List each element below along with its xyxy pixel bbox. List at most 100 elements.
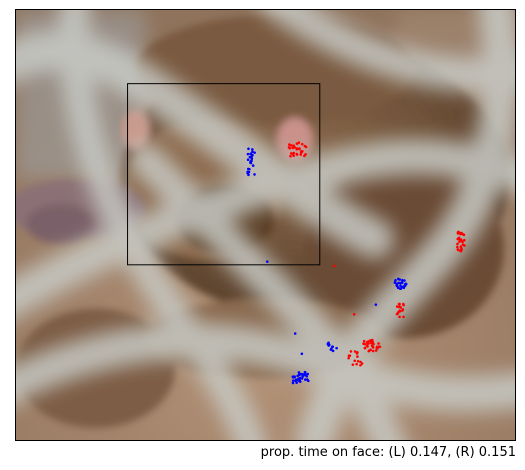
right-eye-gaze-point [395,305,399,308]
right-eye-gaze-point [365,344,369,348]
right-eye-gaze-point [371,346,375,349]
left-eye-gaze-point [300,377,304,380]
left-eye-gaze-point [246,167,250,171]
left-eye-gaze-point [253,173,256,176]
left-eye-gaze-point [247,170,251,174]
right-eye-gaze-point [456,248,460,252]
left-eye-gaze-point [295,378,298,382]
left-eye-gaze-point [374,303,378,306]
right-eye-gaze-point [295,147,299,150]
monkey-photo [16,10,515,440]
left-eye-gaze-point [304,378,307,381]
right-eye-gaze-point [353,350,357,353]
left-eye-gaze-point [396,286,400,290]
right-eye-gaze-point [291,146,295,150]
right-eye-gaze-point [351,363,355,366]
left-eye-gaze-point [293,332,297,335]
right-eye-gaze-point [356,359,360,363]
right-eye-gaze-point [303,144,307,148]
left-eye-gaze-point [306,378,309,381]
right-eye-gaze-point [371,349,375,353]
right-eye-gaze-point [457,236,461,240]
right-eye-gaze-point [360,362,364,365]
left-eye-gaze-point [301,373,305,376]
right-eye-gaze-point [347,356,350,360]
photo-frame [15,9,516,441]
left-eye-gaze-point [248,155,252,159]
right-eye-gaze-point [287,146,291,149]
gaze-points-layer [246,141,466,385]
left-eye-gaze-point [331,345,334,348]
left-eye-gaze-point [251,164,255,167]
right-eye-gaze-point [359,360,362,364]
left-eye-gaze-point [249,152,253,156]
right-eye-gaze-point [300,150,303,154]
left-eye-gaze-point [291,381,295,385]
right-eye-gaze-point [289,154,292,158]
left-eye-gaze-point [246,158,250,161]
left-eye-gaze-point [327,344,331,347]
figure-caption: prop. time on face: (L) 0.147, (R) 0.151 [260,445,516,460]
left-eye-gaze-point [251,150,254,154]
left-eye-gaze-point [393,281,397,284]
right-eye-gaze-point [367,349,371,353]
left-eye-gaze-point [295,381,298,384]
left-eye-gaze-point [305,375,309,378]
left-eye-gaze-point [401,279,404,282]
left-eye-gaze-point [253,151,256,154]
right-eye-gaze-point [333,264,336,268]
right-eye-gaze-point [463,238,466,242]
right-eye-gaze-point [456,245,459,249]
left-eye-gaze-point [297,371,301,374]
right-eye-gaze-point [356,355,359,358]
right-eye-gaze-point [370,339,373,342]
right-eye-gaze-point [459,245,463,248]
right-eye-gaze-point [362,339,366,343]
right-eye-gaze-point [352,312,356,316]
right-eye-gaze-point [299,153,303,156]
right-eye-gaze-point [295,153,299,156]
right-eye-gaze-point [398,315,401,319]
right-eye-gaze-point [378,345,382,349]
right-eye-gaze-point [359,363,362,367]
right-eye-gaze-point [456,232,460,235]
right-eye-gaze-point [401,308,405,311]
left-eye-gaze-point [246,152,250,156]
right-eye-gaze-point [304,153,307,156]
left-eye-gaze-point [303,371,307,374]
left-eye-gaze-point [250,157,254,160]
right-eye-gaze-point [355,362,358,366]
left-eye-gaze-point [249,161,252,164]
left-eye-gaze-point [251,148,254,151]
right-eye-gaze-point [397,305,401,309]
left-eye-gaze-point [296,374,299,378]
right-eye-gaze-point [347,354,351,357]
left-eye-gaze-point [331,349,335,353]
left-eye-gaze-point [300,352,304,356]
left-eye-gaze-point [265,260,269,263]
left-eye-gaze-point [396,277,400,281]
right-eye-gaze-point [377,342,380,345]
right-eye-gaze-point [398,302,401,306]
left-eye-gaze-point [403,283,407,286]
right-eye-gaze-point [297,141,301,144]
right-eye-gaze-point [396,311,400,314]
right-eye-gaze-point [402,315,405,319]
right-eye-gaze-point [288,143,291,146]
right-eye-gaze-point [298,147,301,151]
left-eye-gaze-point [330,347,333,351]
right-eye-gaze-point [349,350,353,353]
right-eye-gaze-point [372,342,375,346]
right-eye-gaze-point [456,242,459,246]
right-eye-gaze-point [290,144,293,147]
right-eye-gaze-point [375,345,379,349]
right-eye-gaze-point [365,341,369,344]
left-eye-gaze-point [403,279,406,282]
left-eye-gaze-point [291,379,295,382]
right-eye-gaze-point [459,249,463,253]
right-eye-gaze-point [401,302,405,306]
right-eye-gaze-point [463,244,466,247]
right-eye-gaze-point [300,142,304,146]
right-eye-gaze-point [459,232,462,236]
left-eye-gaze-point [335,346,338,350]
